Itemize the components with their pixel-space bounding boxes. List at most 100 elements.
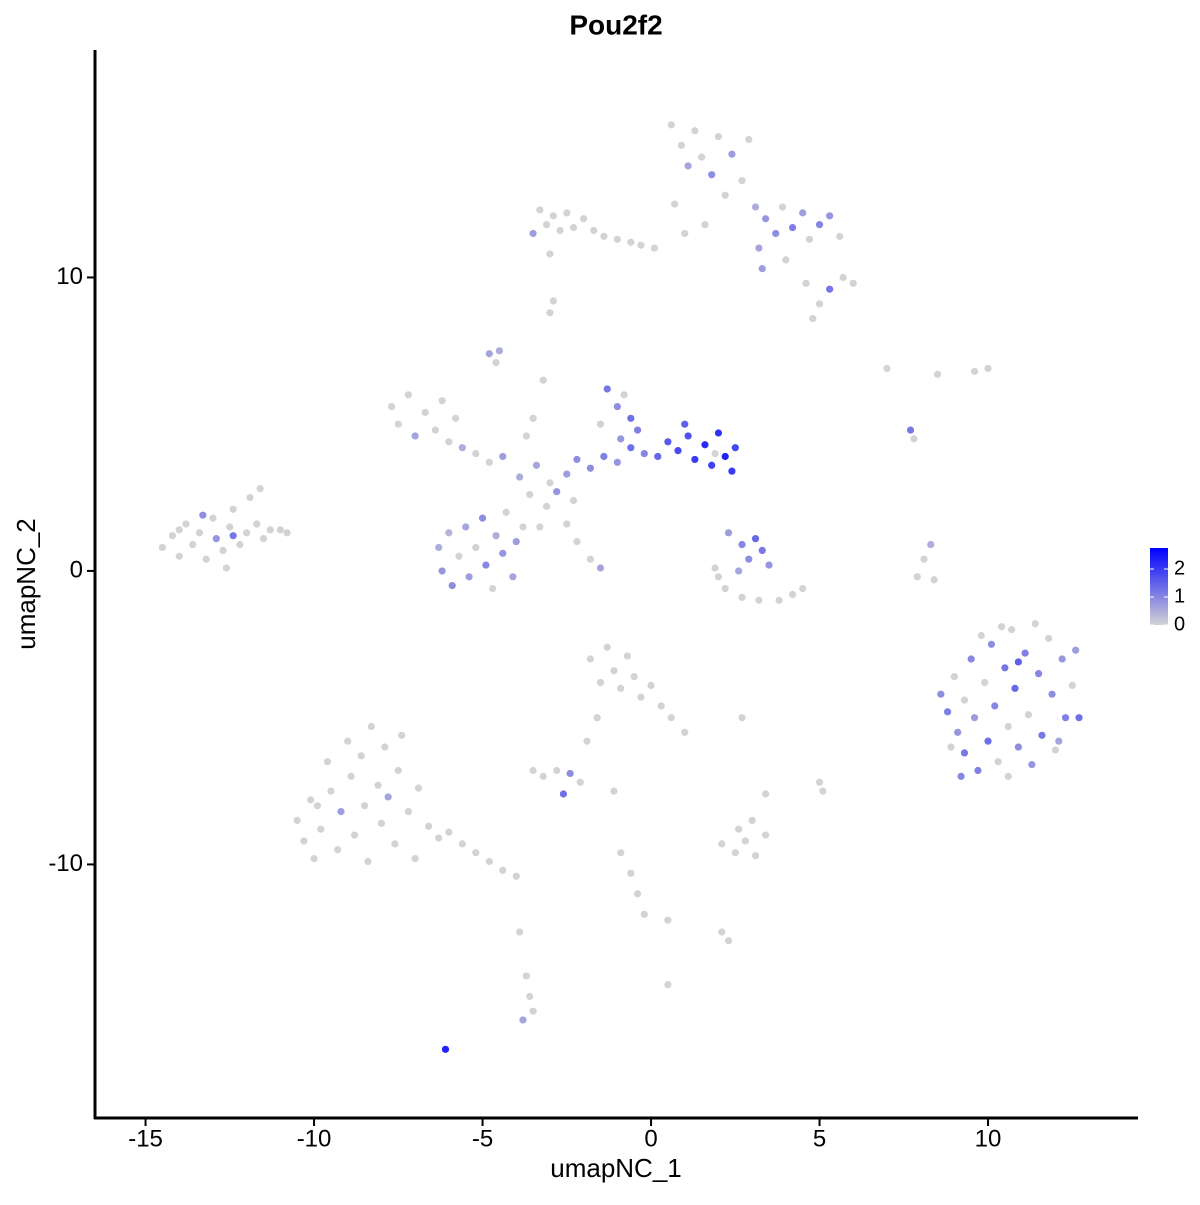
y-tick-label: -10 bbox=[48, 850, 83, 877]
cell-point bbox=[323, 758, 332, 766]
cell-point bbox=[499, 866, 507, 874]
cell-point bbox=[799, 584, 807, 593]
cell-point bbox=[627, 444, 635, 452]
cell-point bbox=[435, 834, 443, 842]
cell-point bbox=[512, 537, 520, 546]
cell-point bbox=[721, 584, 729, 593]
cell-point bbox=[465, 573, 473, 581]
cell-point bbox=[991, 702, 999, 710]
cell-point bbox=[674, 447, 682, 455]
cell-point bbox=[546, 309, 554, 317]
cell-point bbox=[758, 546, 766, 554]
cell-point bbox=[967, 655, 975, 663]
cell-point bbox=[745, 555, 753, 563]
cell-point bbox=[529, 766, 537, 775]
cell-point bbox=[596, 678, 605, 687]
cell-point bbox=[526, 992, 534, 1001]
cell-point bbox=[836, 232, 844, 240]
cell-point bbox=[502, 508, 510, 516]
cell-point bbox=[542, 221, 551, 229]
cell-point bbox=[438, 567, 446, 575]
cell-point bbox=[1024, 711, 1033, 719]
cell-point bbox=[738, 540, 746, 549]
cell-point bbox=[974, 766, 982, 775]
cell-point bbox=[987, 640, 996, 648]
cell-point bbox=[731, 849, 739, 857]
x-tick-label: 0 bbox=[644, 1125, 657, 1152]
cell-point bbox=[721, 452, 729, 461]
cell-point bbox=[1014, 658, 1022, 666]
cell-point bbox=[654, 452, 662, 461]
cell-point bbox=[553, 488, 561, 496]
colorbar-label: 0 bbox=[1174, 613, 1185, 635]
cell-point bbox=[788, 590, 797, 599]
cell-point bbox=[728, 150, 736, 158]
cell-point bbox=[708, 461, 716, 469]
colorbar-label: 1 bbox=[1174, 585, 1185, 607]
cell-point bbox=[394, 766, 402, 775]
cell-point bbox=[549, 297, 557, 305]
cell-point bbox=[485, 350, 493, 358]
cell-point bbox=[970, 367, 979, 375]
cell-point bbox=[391, 840, 399, 848]
cell-point bbox=[970, 714, 979, 722]
cell-point bbox=[731, 444, 739, 452]
cell-point bbox=[960, 749, 969, 757]
cell-point bbox=[802, 279, 810, 287]
cell-point bbox=[664, 916, 672, 924]
cell-point bbox=[681, 229, 689, 238]
cell-point bbox=[539, 772, 547, 780]
cell-point bbox=[617, 435, 625, 443]
cell-point bbox=[691, 455, 699, 464]
cell-point bbox=[532, 461, 541, 469]
cell-point bbox=[981, 678, 989, 687]
cell-point bbox=[748, 816, 756, 825]
cell-point bbox=[691, 127, 699, 135]
cell-point bbox=[266, 526, 274, 534]
cell-point bbox=[596, 564, 605, 572]
cell-point bbox=[984, 364, 992, 373]
cell-point bbox=[657, 702, 665, 710]
cell-point bbox=[957, 772, 965, 780]
cell-point bbox=[745, 135, 753, 144]
cell-point bbox=[387, 402, 396, 411]
cell-point bbox=[559, 790, 568, 798]
cell-point bbox=[586, 555, 594, 563]
cell-point bbox=[509, 573, 517, 581]
cell-point bbox=[772, 229, 780, 238]
cell-point bbox=[492, 532, 500, 540]
cell-point bbox=[920, 555, 928, 563]
cell-point bbox=[738, 714, 746, 722]
cell-point bbox=[627, 869, 635, 877]
cell-point bbox=[627, 414, 635, 422]
cell-point bbox=[549, 212, 557, 220]
cell-point bbox=[398, 731, 406, 739]
cell-point bbox=[451, 414, 460, 422]
cell-point bbox=[1028, 761, 1036, 769]
cell-point bbox=[617, 849, 625, 857]
cell-point bbox=[677, 141, 685, 149]
cell-point bbox=[158, 543, 166, 552]
cell-point bbox=[441, 1045, 450, 1053]
cell-point bbox=[458, 444, 466, 452]
cell-point bbox=[495, 347, 503, 355]
cell-point bbox=[411, 432, 419, 440]
cell-point bbox=[620, 391, 628, 399]
cell-point bbox=[445, 438, 453, 446]
cell-point bbox=[805, 235, 814, 243]
cell-point bbox=[222, 564, 231, 572]
cell-point bbox=[374, 781, 382, 789]
cell-point bbox=[529, 414, 537, 422]
cell-point bbox=[576, 778, 584, 786]
cell-point bbox=[360, 802, 369, 810]
cell-point bbox=[775, 596, 783, 604]
cell-point bbox=[529, 229, 537, 238]
cell-point bbox=[600, 232, 608, 240]
cell-point bbox=[313, 802, 322, 810]
cell-point bbox=[350, 831, 359, 839]
colorbar-label: 2 bbox=[1174, 557, 1185, 579]
x-tick-label: 10 bbox=[975, 1125, 1002, 1152]
cell-point bbox=[404, 391, 413, 399]
cell-point bbox=[175, 552, 183, 560]
cell-point bbox=[960, 696, 969, 704]
